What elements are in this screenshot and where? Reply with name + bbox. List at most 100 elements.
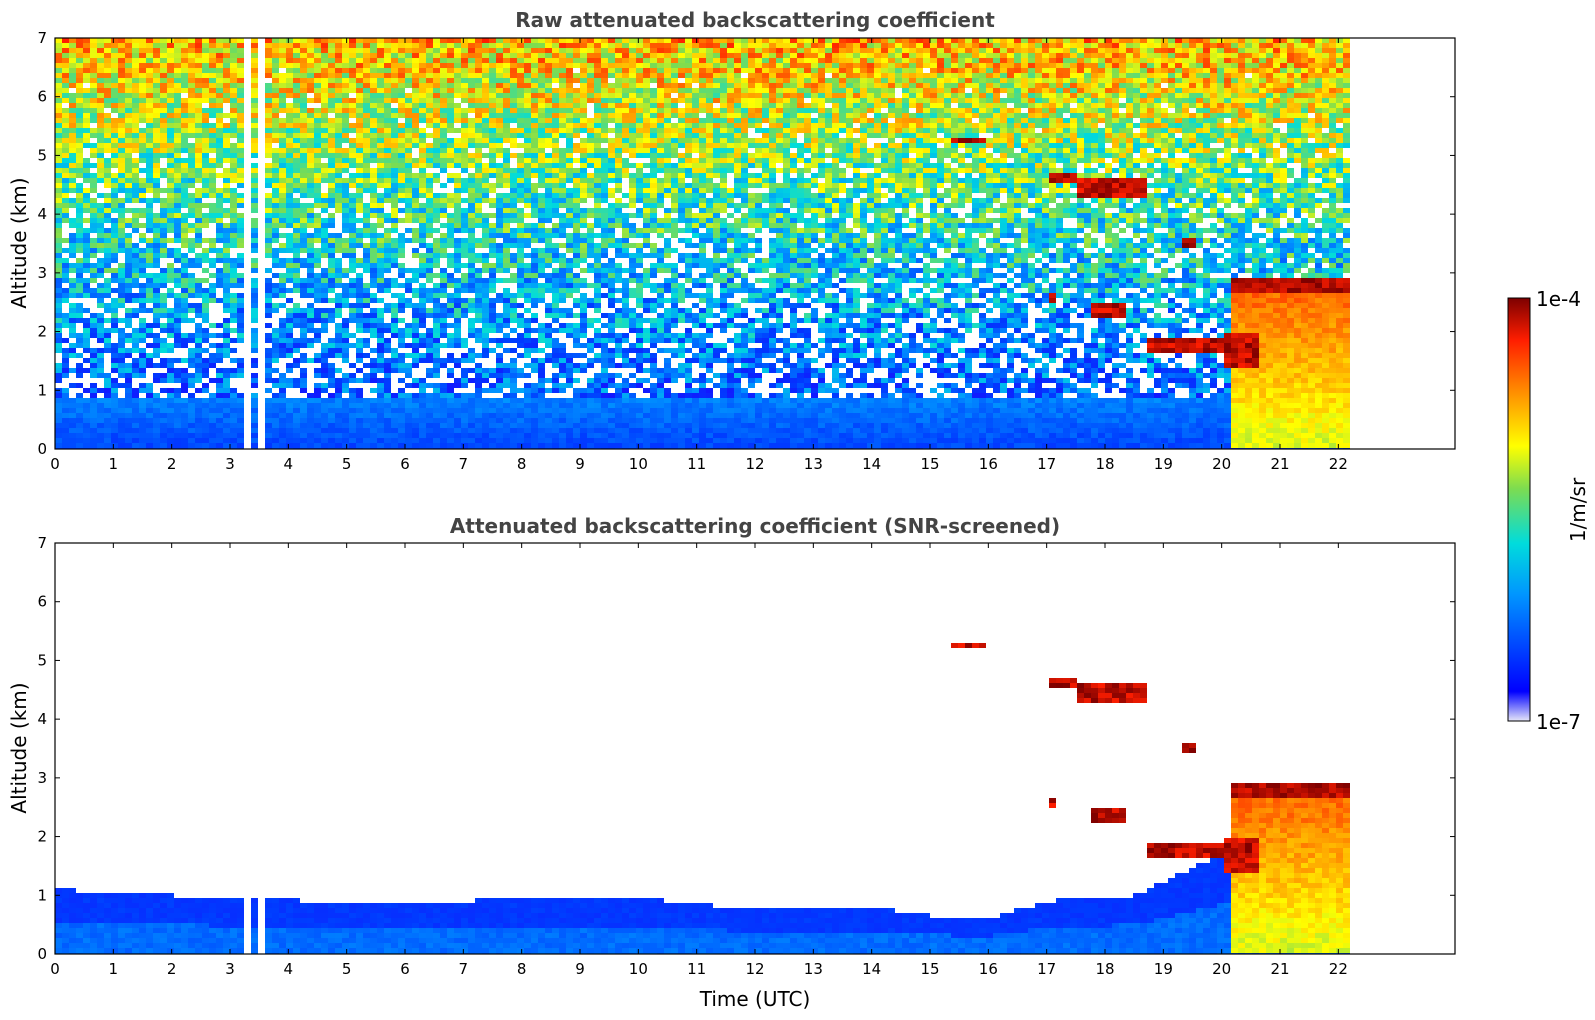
heatmap-cell xyxy=(349,128,356,133)
heatmap-cell xyxy=(1091,88,1098,93)
heatmap-cell xyxy=(762,148,769,153)
heatmap-cell xyxy=(685,118,692,123)
heatmap-cell xyxy=(1140,168,1147,173)
heatmap-cell xyxy=(615,58,622,63)
heatmap-cell xyxy=(125,143,132,148)
heatmap-cell xyxy=(706,43,713,48)
heatmap-cell xyxy=(174,38,181,43)
heatmap-cell xyxy=(1119,58,1126,63)
heatmap-cell xyxy=(412,93,419,98)
heatmap-cell xyxy=(370,178,377,183)
heatmap-cell xyxy=(1273,133,1280,138)
heatmap-cell xyxy=(1252,138,1259,143)
heatmap-cell xyxy=(370,113,377,118)
heatmap-cell xyxy=(132,123,139,128)
heatmap-cell xyxy=(1161,128,1168,133)
heatmap-cell xyxy=(916,138,923,143)
heatmap-cell xyxy=(1084,148,1091,153)
heatmap-cell xyxy=(447,43,454,48)
heatmap-cell xyxy=(419,43,426,48)
heatmap-cell xyxy=(293,58,300,63)
heatmap-cell xyxy=(1210,108,1217,113)
heatmap-cell xyxy=(195,108,202,113)
heatmap-cell xyxy=(1182,148,1189,153)
heatmap-cell xyxy=(328,168,335,173)
heatmap-cell xyxy=(1084,153,1091,158)
heatmap-cell xyxy=(881,68,888,73)
heatmap-cell xyxy=(300,48,307,53)
heatmap-cell xyxy=(1168,48,1175,53)
heatmap-cell xyxy=(755,83,762,88)
heatmap-cell xyxy=(559,48,566,53)
heatmap-cell xyxy=(895,153,902,158)
heatmap-cell xyxy=(440,43,447,48)
heatmap-cell xyxy=(181,88,188,93)
heatmap-cell xyxy=(1280,58,1287,63)
heatmap-cell xyxy=(825,173,832,178)
heatmap-cell xyxy=(923,138,930,143)
heatmap-cell xyxy=(1189,113,1196,118)
heatmap-cell xyxy=(496,163,503,168)
heatmap-cell xyxy=(811,53,818,58)
heatmap-cell xyxy=(643,128,650,133)
heatmap-cell xyxy=(1140,63,1147,68)
heatmap-cell xyxy=(1007,73,1014,78)
heatmap-cell xyxy=(174,88,181,93)
heatmap-cell xyxy=(1301,148,1308,153)
heatmap-cell xyxy=(1014,128,1021,133)
heatmap-cell xyxy=(825,63,832,68)
heatmap-cell xyxy=(1161,98,1168,103)
heatmap-cell xyxy=(783,78,790,83)
heatmap-cell xyxy=(90,173,97,178)
heatmap-cell xyxy=(958,43,965,48)
heatmap-cell xyxy=(223,93,230,98)
heatmap-cell xyxy=(1056,138,1063,143)
heatmap-cell xyxy=(853,43,860,48)
heatmap-cell xyxy=(1301,63,1308,68)
heatmap-cell xyxy=(1056,133,1063,138)
heatmap-cell xyxy=(734,68,741,73)
heatmap-cell xyxy=(447,58,454,63)
heatmap-cell xyxy=(734,143,741,148)
heatmap-cell xyxy=(1070,48,1077,53)
heatmap-cell xyxy=(559,108,566,113)
heatmap-cell xyxy=(55,138,62,143)
heatmap-cell xyxy=(790,38,797,43)
heatmap-cell xyxy=(1133,168,1140,173)
heatmap-cell xyxy=(377,108,384,113)
heatmap-cell xyxy=(321,98,328,103)
heatmap-cell xyxy=(426,78,433,83)
heatmap-cell xyxy=(545,103,552,108)
heatmap-cell xyxy=(545,98,552,103)
heatmap-cell xyxy=(209,103,216,108)
heatmap-cell xyxy=(1000,133,1007,138)
heatmap-cell xyxy=(825,98,832,103)
heatmap-cell xyxy=(104,98,111,103)
heatmap-cell xyxy=(349,148,356,153)
heatmap-cell xyxy=(223,98,230,103)
heatmap-cell xyxy=(300,73,307,78)
heatmap-cell xyxy=(734,53,741,58)
heatmap-cell xyxy=(335,68,342,73)
heatmap-cell xyxy=(1049,58,1056,63)
heatmap-cell xyxy=(342,133,349,138)
heatmap-cell xyxy=(832,143,839,148)
heatmap-cell xyxy=(328,43,335,48)
heatmap-cell xyxy=(321,168,328,173)
heatmap-cell xyxy=(440,63,447,68)
heatmap-cell xyxy=(839,58,846,63)
heatmap-cell xyxy=(881,163,888,168)
heatmap-cell xyxy=(251,133,258,138)
heatmap-cell xyxy=(1224,53,1231,58)
heatmap-cell xyxy=(993,78,1000,83)
heatmap-cell xyxy=(853,73,860,78)
heatmap-cell xyxy=(1315,118,1322,123)
heatmap-cell xyxy=(398,113,405,118)
heatmap-cell xyxy=(1119,153,1126,158)
heatmap-cell xyxy=(1245,63,1252,68)
heatmap-cell xyxy=(552,158,559,163)
heatmap-cell xyxy=(230,88,237,93)
heatmap-cell xyxy=(496,73,503,78)
heatmap-cell xyxy=(769,88,776,93)
heatmap-cell xyxy=(167,73,174,78)
